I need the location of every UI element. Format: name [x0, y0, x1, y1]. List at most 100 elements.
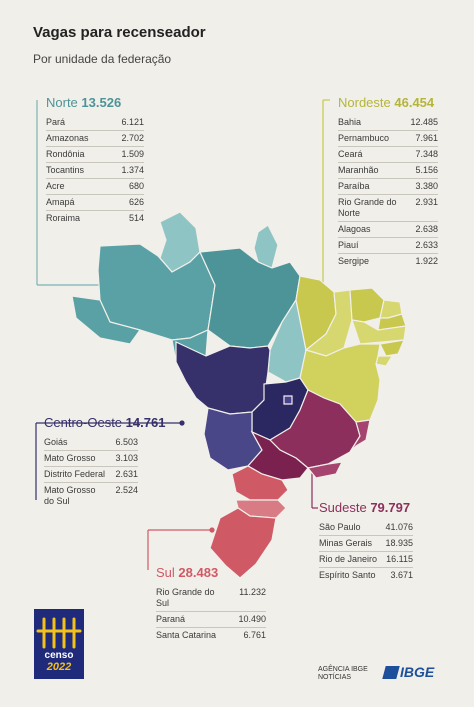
state-value: 7.961	[415, 133, 438, 143]
state-name: Bahia	[338, 117, 362, 127]
state-sao-paulo	[247, 430, 309, 481]
state-name: Acre	[46, 181, 65, 191]
list-item: Bahia 12.485	[338, 115, 438, 131]
state-parana	[231, 465, 289, 501]
region-sudeste: Sudeste 79.797 São Paulo 41.076 Minas Ger…	[319, 500, 413, 583]
state-list: Pará 6.121 Amazonas 2.702 Rondônia 1.509 To…	[46, 115, 144, 226]
state-name: Rio Grande do Sul	[156, 587, 215, 608]
state-name: Alagoas	[338, 224, 371, 234]
list-item: Rondônia 1.509	[46, 147, 144, 163]
state-df	[283, 395, 293, 405]
region-total: 28.483	[178, 565, 219, 580]
state-value: 11.232	[239, 587, 266, 597]
list-item: Minas Gerais 18.935	[319, 536, 413, 552]
state-paraiba	[377, 313, 407, 331]
state-name: Goiás	[44, 437, 68, 447]
list-item: Sergipe 1.922	[338, 254, 438, 269]
state-value: 6.761	[243, 630, 266, 640]
state-espirito-santo	[349, 419, 371, 453]
censo-year: 2022	[46, 661, 72, 673]
state-value: 3.671	[390, 570, 413, 580]
state-alagoas	[379, 339, 405, 357]
tally-marks-icon	[36, 617, 82, 649]
state-value: 1.922	[415, 256, 438, 266]
region-header: Sudeste 79.797	[319, 500, 413, 515]
state-name: Amazonas	[46, 133, 89, 143]
list-item: Paraná 10.490	[156, 612, 266, 628]
state-name: Mato Grosso do Sul	[44, 485, 96, 506]
list-item: Maranhão 5.156	[338, 163, 438, 179]
region-total: 46.454	[394, 95, 435, 110]
region-total: 14.761	[125, 415, 166, 430]
state-name: Paraná	[156, 614, 186, 624]
list-item: Mato Grosso 3.103	[44, 451, 138, 467]
state-name: Pará	[46, 117, 66, 127]
list-item: Acre 680	[46, 179, 144, 195]
state-name: Rondônia	[46, 149, 85, 159]
state-name: Tocantins	[46, 165, 85, 175]
region-centro-oeste: Centro-Oeste 14.761 Goiás 6.503 Mato Gros…	[44, 415, 165, 509]
state-value: 41.076	[385, 522, 413, 532]
region-header: Nordeste 46.454	[338, 95, 438, 110]
list-item: Santa Catarina 6.761	[156, 628, 266, 643]
region-sudeste-shape	[247, 389, 371, 481]
state-value: 1.374	[121, 165, 144, 175]
list-item: Distrito Federal 2.631	[44, 467, 138, 483]
state-name: Maranhão	[338, 165, 379, 175]
list-item: Rio de Janeiro 16.115	[319, 552, 413, 568]
censo-brand: censo	[44, 650, 74, 661]
region-name: Sul	[156, 565, 175, 580]
list-item: Rio Grande do Norte 2.931	[338, 195, 438, 222]
page-title: Vagas para recenseador	[33, 24, 206, 41]
state-name: Sergipe	[338, 256, 370, 266]
state-name: Paraíba	[338, 181, 370, 191]
list-item: Amapá 626	[46, 195, 144, 211]
state-value: 2.524	[115, 485, 138, 495]
region-total: 13.526	[81, 95, 122, 110]
state-value: 6.503	[115, 437, 138, 447]
sul-connector	[147, 527, 215, 570]
agencia-ibge-logo: AGÊNCIA IBGE NOTÍCIAS	[318, 666, 368, 681]
region-nordeste: Nordeste 46.454 Bahia 12.485 Pernambuco 7.…	[338, 95, 438, 269]
state-value: 10.490	[238, 614, 266, 624]
state-sergipe	[375, 355, 394, 367]
state-value: 680	[128, 181, 144, 191]
list-item: Mato Grosso do Sul 2.524	[44, 483, 138, 509]
state-name: Rio de Janeiro	[319, 554, 378, 564]
state-name: Distrito Federal	[44, 469, 106, 479]
list-item: Paraíba 3.380	[338, 179, 438, 195]
state-name: Espírito Santo	[319, 570, 376, 580]
list-item: Ceará 7.348	[338, 147, 438, 163]
state-value: 5.156	[415, 165, 438, 175]
region-name: Centro-Oeste	[44, 415, 123, 430]
state-name: Santa Catarina	[156, 630, 217, 640]
region-nordeste-shape	[295, 275, 407, 423]
list-item: Amazonas 2.702	[46, 131, 144, 147]
state-list: Goiás 6.503 Mato Grosso 3.103 Distrito Fed…	[44, 435, 138, 509]
state-name: São Paulo	[319, 522, 361, 532]
state-value: 12.485	[410, 117, 438, 127]
state-list: São Paulo 41.076 Minas Gerais 18.935 Rio d…	[319, 520, 413, 583]
page-subtitle: Por unidade da federação	[33, 52, 172, 66]
state-name: Rio Grande do Norte	[338, 197, 397, 218]
region-name: Nordeste	[338, 95, 391, 110]
region-header: Centro-Oeste 14.761	[44, 415, 165, 430]
state-value: 16.115	[386, 554, 413, 564]
region-norte: Norte 13.526 Pará 6.121 Amazonas 2.702 Ron…	[46, 95, 144, 226]
censo-2022-logo: censo 2022	[34, 609, 84, 679]
list-item: São Paulo 41.076	[319, 520, 413, 536]
state-name: Amapá	[46, 197, 75, 207]
state-acre	[71, 295, 141, 345]
state-value: 2.638	[415, 224, 438, 234]
state-value: 514	[128, 213, 144, 223]
state-value: 626	[128, 197, 144, 207]
region-norte-shape	[71, 211, 307, 383]
list-item: Pernambuco 7.961	[338, 131, 438, 147]
state-name: Minas Gerais	[319, 538, 373, 548]
state-ceara	[349, 287, 385, 323]
region-header: Sul 28.483	[156, 565, 266, 580]
list-item: Piauí 2.633	[338, 238, 438, 254]
state-name: Roraima	[46, 213, 81, 223]
state-value: 2.931	[415, 197, 438, 207]
